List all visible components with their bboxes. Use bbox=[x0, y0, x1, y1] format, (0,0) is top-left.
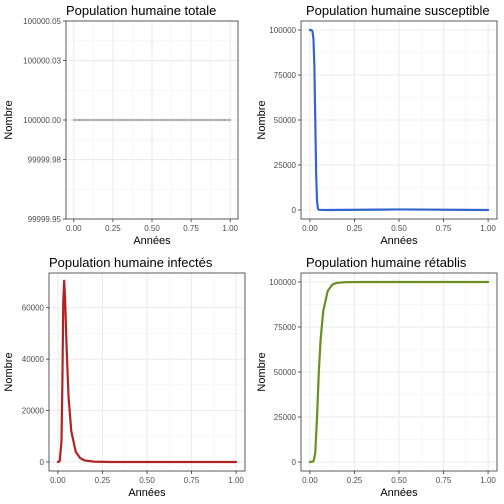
x-tick-label: 0.25 bbox=[347, 476, 363, 485]
y-tick-label: 75000 bbox=[274, 323, 297, 332]
y-tick-label: 99999.98 bbox=[28, 156, 62, 165]
x-tick-label: 0.50 bbox=[391, 476, 407, 485]
y-tick-label: 100000 bbox=[269, 278, 296, 287]
x-tick-label: 0.25 bbox=[347, 224, 363, 233]
panel-1: 0.00 0.25 0.50 0.75 1.00 0 25000 50000 75000 1000… bbox=[256, 3, 498, 247]
panel-3: 0.00 0.25 0.50 0.75 1.00 0 25000 50000 75000 1000… bbox=[256, 255, 498, 499]
y-tick-label: 50000 bbox=[274, 116, 297, 125]
y-tick-label: 0 bbox=[292, 458, 297, 467]
series-line bbox=[56, 279, 238, 464]
x-tick-label: 0.75 bbox=[184, 476, 200, 485]
x-tick-label: 0.50 bbox=[144, 224, 160, 233]
y-axis-label: Nombre bbox=[3, 352, 15, 391]
y-tick-label: 60000 bbox=[22, 304, 45, 313]
y-tick-label: 100000 bbox=[269, 26, 296, 35]
y-axis-label: Nombre bbox=[3, 100, 15, 139]
y-tick-label: 20000 bbox=[22, 407, 45, 416]
panel-border bbox=[48, 272, 246, 472]
x-axis-label: Années bbox=[128, 487, 166, 499]
y-tick-label: 99999.95 bbox=[28, 215, 62, 224]
x-tick-label: 1.00 bbox=[480, 476, 496, 485]
x-tick-label: 0.00 bbox=[302, 224, 318, 233]
y-axis-label: Nombre bbox=[256, 352, 268, 391]
y-tick-label: 0 bbox=[40, 458, 45, 467]
panel-0: 0.00 0.25 0.50 0.75 1.00 99999.95 99999.98 1000… bbox=[3, 3, 239, 247]
y-tick-label: 25000 bbox=[274, 161, 297, 170]
x-tick-label: 0.50 bbox=[139, 476, 155, 485]
x-axis-label: Années bbox=[133, 235, 171, 247]
chart-title: Population humaine susceptible bbox=[306, 3, 490, 18]
y-axis-label: Nombre bbox=[256, 100, 268, 139]
chart-title: Population humaine totale bbox=[66, 3, 216, 18]
series-line bbox=[308, 28, 490, 212]
panel-border bbox=[65, 20, 239, 220]
chart-title: Population humaine rétablis bbox=[306, 255, 467, 270]
y-tick-label: 25000 bbox=[274, 413, 297, 422]
y-tick-label: 75000 bbox=[274, 71, 297, 80]
x-tick-label: 0.25 bbox=[105, 224, 121, 233]
panel-2: 0.00 0.25 0.50 0.75 1.00 0 20000 40000 60000 Popu… bbox=[3, 255, 246, 499]
x-tick-label: 0.25 bbox=[95, 476, 111, 485]
x-tick-label: 1.00 bbox=[228, 476, 244, 485]
x-tick-label: 0.00 bbox=[66, 224, 82, 233]
x-axis-label: Années bbox=[380, 235, 418, 247]
y-tick-label: 0 bbox=[292, 206, 297, 215]
x-tick-label: 0.50 bbox=[391, 224, 407, 233]
chart-title: Population humaine infectés bbox=[49, 255, 213, 270]
y-tick-label: 100000.03 bbox=[23, 57, 61, 66]
x-tick-label: 0.00 bbox=[50, 476, 66, 485]
panel-border bbox=[300, 272, 498, 472]
series-line bbox=[308, 280, 490, 464]
x-axis-label: Années bbox=[380, 487, 418, 499]
y-tick-label: 100000.00 bbox=[23, 116, 61, 125]
y-tick-label: 50000 bbox=[274, 368, 297, 377]
x-tick-label: 0.75 bbox=[183, 224, 199, 233]
x-tick-label: 1.00 bbox=[480, 224, 496, 233]
y-tick-label: 40000 bbox=[22, 355, 45, 364]
x-tick-label: 0.00 bbox=[302, 476, 318, 485]
panel-border bbox=[300, 20, 498, 220]
x-tick-label: 0.75 bbox=[436, 224, 452, 233]
x-tick-label: 1.00 bbox=[222, 224, 238, 233]
y-tick-label: 100000.05 bbox=[23, 17, 61, 26]
x-tick-label: 0.75 bbox=[436, 476, 452, 485]
